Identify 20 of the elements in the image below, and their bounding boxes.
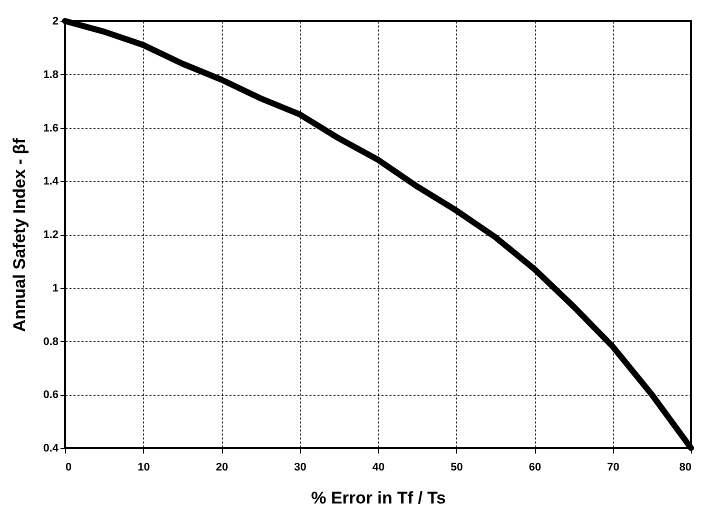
y-tick-label: 1.4 [43, 176, 60, 188]
y-tick-label: 0.6 [43, 389, 58, 402]
x-tick-label: 60 [528, 462, 542, 474]
x-axis-title: % Error in Tf / Ts [311, 488, 446, 508]
y-tick-label: 1.8 [43, 68, 58, 81]
y-tick-label: 0.4 [43, 442, 60, 454]
x-tick-label: 40 [372, 462, 385, 474]
x-tick-label: 30 [294, 462, 306, 474]
x-tick-label: 10 [138, 462, 150, 474]
y-tick-label: 1.6 [43, 122, 58, 134]
x-tick-label: 20 [216, 462, 228, 474]
x-tick-label: 50 [450, 462, 463, 474]
x-tick-label: 70 [607, 462, 620, 474]
y-tick-label: 1.2 [43, 229, 58, 241]
y-tick-label: 2 [52, 16, 58, 28]
y-tick-label: 0.8 [43, 336, 58, 348]
y-axis-title: Annual Safety Index - βf [10, 138, 30, 332]
y-tick-label: 1 [52, 282, 58, 294]
x-tick-label: 0 [66, 462, 72, 474]
x-tick-label: 80 [679, 462, 692, 474]
